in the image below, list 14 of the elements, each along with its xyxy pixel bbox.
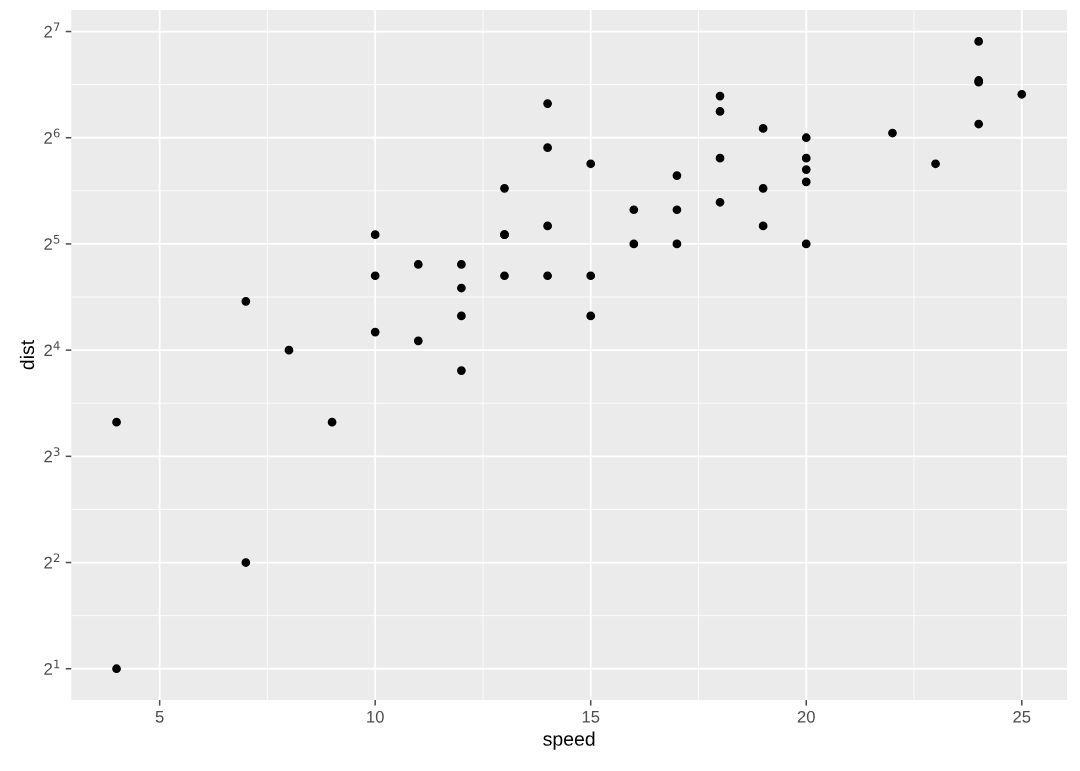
x-axis-title: speed — [543, 731, 595, 750]
y-tick-label: 2$^{1}$ — [44, 659, 60, 675]
x-tick-label: 25 — [1013, 710, 1031, 723]
y-tick-label: 2$^{5}$ — [44, 234, 60, 250]
x-tick-label: 5 — [155, 711, 164, 723]
y-tick-label: 2$^{4}$ — [44, 341, 60, 357]
y-tick-label: 2$^{7}$ — [44, 22, 60, 38]
y-tick-label: 2$^{2}$ — [44, 553, 60, 569]
x-tick-label: 20 — [797, 710, 815, 723]
x-tick-label: 10 — [367, 710, 384, 723]
y-axis-title: dist — [19, 340, 35, 370]
x-tick-label: 15 — [582, 711, 600, 723]
y-tick-label: 2$^{3}$ — [44, 447, 60, 463]
y-tick-label: 2$^{6}$ — [44, 128, 60, 144]
